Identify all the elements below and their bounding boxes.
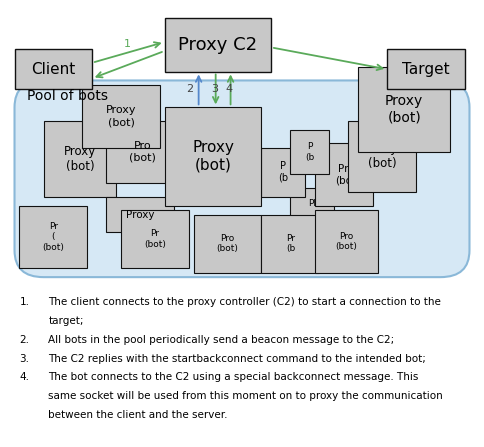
- Bar: [315, 210, 378, 273]
- Text: target;: target;: [48, 316, 84, 326]
- Text: 2: 2: [186, 84, 194, 93]
- Text: Proxy
(bot): Proxy (bot): [192, 140, 234, 173]
- Bar: [194, 215, 261, 273]
- Bar: [165, 107, 261, 206]
- Text: Pl: Pl: [308, 199, 316, 208]
- Bar: [261, 215, 319, 273]
- Text: Pr
(b: Pr (b: [286, 234, 295, 253]
- Text: P
(b: P (b: [305, 142, 315, 162]
- Text: 3.: 3.: [19, 354, 30, 363]
- Bar: [165, 18, 271, 72]
- Bar: [358, 67, 450, 152]
- Text: Pr
(bot): Pr (bot): [144, 229, 166, 249]
- Bar: [82, 85, 160, 148]
- Text: Proxy C2: Proxy C2: [178, 36, 257, 54]
- Bar: [261, 148, 305, 197]
- Text: The C2 replies with the startbackconnect command to the intended bot;: The C2 replies with the startbackconnect…: [48, 354, 426, 363]
- Text: 4: 4: [226, 84, 233, 93]
- Text: Proxy
(bot): Proxy (bot): [366, 143, 398, 170]
- Bar: [15, 49, 92, 89]
- Text: 1: 1: [123, 39, 130, 49]
- Bar: [44, 121, 116, 197]
- Text: Pro
(bot): Pro (bot): [216, 234, 239, 253]
- Text: Pool of bots: Pool of bots: [27, 89, 107, 103]
- Bar: [315, 143, 373, 206]
- Text: Pro
(bot): Pro (bot): [335, 232, 357, 251]
- Text: Client: Client: [31, 62, 76, 77]
- Bar: [19, 206, 87, 268]
- Text: 1.: 1.: [19, 297, 30, 307]
- Text: The bot connects to the C2 using a special backconnect message. This: The bot connects to the C2 using a speci…: [48, 372, 419, 382]
- Text: Pr
(
(bot): Pr ( (bot): [42, 222, 64, 252]
- Bar: [121, 210, 189, 268]
- Text: same socket will be used from this moment on to proxy the communication: same socket will be used from this momen…: [48, 391, 443, 401]
- Text: Proxy
(bot): Proxy (bot): [106, 105, 136, 127]
- Text: All bots in the pool periodically send a beacon message to the C2;: All bots in the pool periodically send a…: [48, 335, 394, 345]
- Text: Proxy: Proxy: [126, 210, 154, 219]
- Text: Proxy
(bot): Proxy (bot): [385, 94, 424, 125]
- Bar: [387, 49, 465, 89]
- Text: The client connects to the proxy controller (C2) to start a connection to the: The client connects to the proxy control…: [48, 297, 441, 307]
- Text: between the client and the server.: between the client and the server.: [48, 410, 228, 420]
- Text: P
(b: P (b: [278, 161, 288, 183]
- Bar: [106, 121, 179, 183]
- Text: 4.: 4.: [19, 372, 30, 382]
- FancyBboxPatch shape: [15, 80, 469, 277]
- Text: 3: 3: [211, 84, 218, 93]
- Text: 2.: 2.: [19, 335, 30, 345]
- Bar: [348, 121, 416, 192]
- Text: Proxy
(bot): Proxy (bot): [64, 145, 96, 173]
- Text: Pro
(bot): Pro (bot): [129, 141, 156, 163]
- Text: Pr
(bo: Pr (bo: [335, 164, 352, 185]
- Bar: [290, 188, 334, 219]
- Bar: [106, 197, 174, 232]
- Bar: [290, 130, 329, 174]
- Text: Target: Target: [402, 62, 450, 77]
